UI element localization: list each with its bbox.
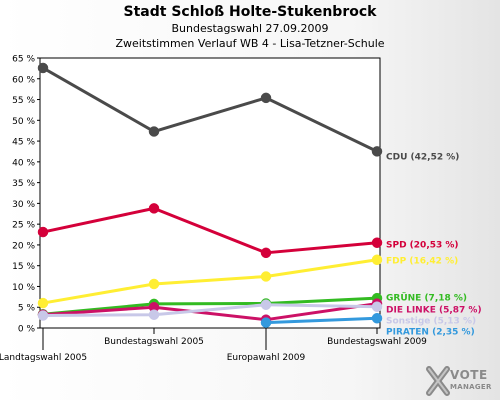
data-point bbox=[260, 92, 272, 104]
series-cdu bbox=[37, 62, 383, 157]
data-point bbox=[148, 203, 160, 214]
series-fdp bbox=[37, 254, 383, 309]
data-point bbox=[260, 247, 272, 259]
x-tick-label: Bundestagswahl 2005 bbox=[104, 337, 204, 347]
series-line bbox=[42, 66, 378, 153]
data-point bbox=[148, 126, 160, 137]
series-line bbox=[42, 303, 378, 318]
x-axis: Landtagswahl 2005 Bundestagswahl 2005 Euro… bbox=[0, 328, 427, 363]
series-line bbox=[265, 316, 378, 325]
series-spd bbox=[37, 203, 383, 259]
y-tick-label: 65 % bbox=[12, 55, 35, 65]
series-label: Sonstige (5,13 %) bbox=[386, 317, 476, 327]
x-tick-label: Landtagswahl 2005 bbox=[0, 353, 87, 363]
y-tick-label: 10 % bbox=[12, 283, 35, 293]
y-tick-label: 20 % bbox=[12, 241, 35, 251]
y-tick-label: 60 % bbox=[12, 75, 35, 85]
data-point bbox=[371, 301, 383, 312]
x-tick-label: Europawahl 2009 bbox=[227, 353, 306, 363]
series-label: SPD (20,53 %) bbox=[386, 241, 459, 251]
data-point bbox=[260, 299, 272, 310]
series-labels: CDU (42,52 %) SPD (20,53 %) FDP (16,42 %) G… bbox=[386, 153, 482, 338]
chart-subtitle: Bundestagswahl 27.09.2009 bbox=[171, 22, 329, 35]
data-point bbox=[37, 62, 49, 74]
series-lines bbox=[37, 62, 383, 328]
vote-manager-logo-text: VOTE bbox=[450, 368, 488, 382]
data-point bbox=[371, 254, 383, 266]
y-tick-label: 30 % bbox=[12, 200, 35, 210]
series-line bbox=[42, 258, 378, 305]
series-label: FDP (16,42 %) bbox=[386, 257, 458, 267]
series-label: PIRATEN (2,35 %) bbox=[386, 328, 475, 338]
data-point bbox=[371, 312, 383, 324]
y-tick-label: 15 % bbox=[12, 262, 35, 272]
y-tick-label: 5 % bbox=[18, 304, 36, 314]
series-label: CDU (42,52 %) bbox=[386, 153, 459, 163]
data-point bbox=[37, 297, 49, 309]
y-tick-label: 50 % bbox=[12, 117, 35, 127]
series-label: GRÜNE (7,18 %) bbox=[386, 293, 467, 304]
x-tick-label: Bundestagswahl 2009 bbox=[327, 337, 427, 347]
y-tick-label: 40 % bbox=[12, 158, 35, 168]
y-tick-label: 25 % bbox=[12, 221, 35, 231]
vote-manager-logo: VOTE MANAGER bbox=[426, 366, 498, 396]
chart-subtitle-2: Zweitstimmen Verlauf WB 4 - Lisa-Tetzner… bbox=[115, 37, 385, 50]
chart-title: Stadt Schloß Holte-Stukenbrock bbox=[123, 4, 377, 20]
series-line bbox=[42, 206, 378, 255]
series-line bbox=[42, 296, 378, 316]
data-point bbox=[371, 146, 383, 157]
data-point bbox=[37, 310, 49, 321]
data-point bbox=[37, 226, 49, 238]
y-tick-label: 0 % bbox=[18, 325, 36, 335]
series-label: DIE LINKE (5,87 %) bbox=[386, 306, 482, 316]
data-point bbox=[371, 237, 383, 248]
series-piraten bbox=[260, 312, 383, 328]
plot-area bbox=[39, 57, 381, 329]
data-point bbox=[260, 271, 272, 282]
vote-manager-logo-icon bbox=[426, 366, 450, 396]
y-tick-label: 55 % bbox=[12, 96, 35, 106]
y-tick-label: 35 % bbox=[12, 179, 35, 189]
vote-manager-logo-subtext: MANAGER bbox=[450, 383, 492, 391]
series-sonstige bbox=[37, 299, 383, 321]
data-point bbox=[260, 317, 272, 328]
y-axis: 0 % 5 % 10 % 15 % 20 % 25 % 30 % 35 % 40 % 45 % 50… bbox=[12, 55, 40, 335]
data-point bbox=[148, 278, 160, 290]
series-line bbox=[42, 302, 378, 322]
y-tick-label: 45 % bbox=[12, 138, 35, 148]
data-point bbox=[148, 309, 160, 320]
